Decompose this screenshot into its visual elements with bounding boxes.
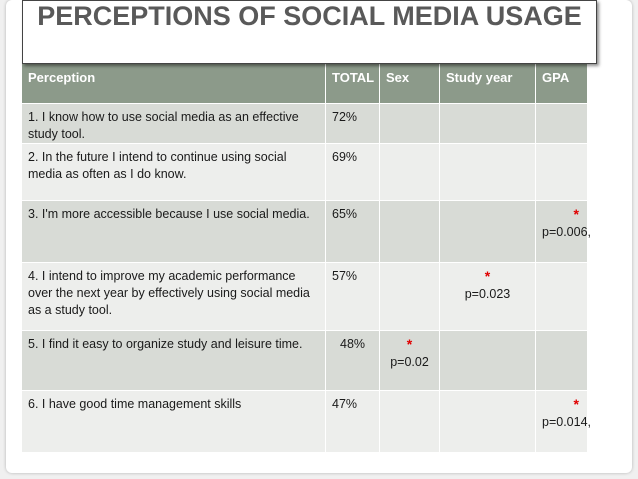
sex-cell: * p=0.02 (379, 330, 440, 391)
total-cell: 47% (325, 390, 380, 453)
perception-cell: 3. I'm more accessible because I use soc… (21, 200, 326, 263)
gpa-cell (535, 262, 588, 331)
study-year-cell (439, 143, 536, 201)
gpa-star: * (573, 396, 579, 412)
perception-cell: 6. I have good time management skills (21, 390, 326, 453)
table-row: 2. In the future I intend to continue us… (21, 143, 588, 201)
perception-cell: 1. I know how to use social media as an … (21, 103, 326, 144)
table-row: 1. I know how to use social media as an … (21, 103, 588, 144)
slide-title: PERCEPTIONS OF SOCIAL MEDIA USAGE (22, 0, 597, 64)
header-sex: Sex (379, 63, 440, 104)
perception-cell: 4. I intend to improve my academic perfo… (21, 262, 326, 331)
sex-cell (379, 262, 440, 331)
perceptions-table: Perception TOTAL Sex Study year GPA 1. I… (21, 63, 592, 453)
study-year-cell (439, 200, 536, 263)
study-year-star: * (484, 268, 491, 284)
table-row: 3. I'm more accessible because I use soc… (21, 200, 592, 263)
gpa-cell (535, 103, 588, 144)
header-total: TOTAL (325, 63, 380, 104)
table-row: 4. I intend to improve my academic perfo… (21, 262, 588, 331)
study-year-p-value: p=0.023 (464, 287, 511, 301)
total-cell: 48% (325, 330, 380, 391)
header-perception: Perception (21, 63, 326, 104)
gpa-p-value: p=0.006, (542, 225, 592, 239)
sex-cell (379, 103, 440, 144)
gpa-cell (535, 143, 588, 201)
gpa-star: * (573, 206, 579, 222)
perception-cell: 5. I find it easy to organize study and … (21, 330, 326, 391)
gpa-cell: * p=0.014, (535, 390, 592, 453)
total-cell: 65% (325, 200, 380, 263)
sex-cell (379, 390, 440, 453)
sex-p-value: p=0.02 (390, 355, 429, 369)
gpa-cell: * p=0.006, (535, 200, 592, 263)
study-year-cell (439, 330, 536, 391)
study-year-cell (439, 390, 536, 453)
header-study-year: Study year (439, 63, 536, 104)
perception-cell: 2. In the future I intend to continue us… (21, 143, 326, 201)
total-cell: 69% (325, 143, 380, 201)
total-cell: 57% (325, 262, 380, 331)
table-header-row: Perception TOTAL Sex Study year GPA (21, 63, 588, 104)
table-row: 6. I have good time management skills 47… (21, 390, 592, 453)
header-total-text: TOTAL (332, 70, 375, 85)
sex-cell (379, 200, 440, 263)
header-gpa: GPA (535, 63, 588, 104)
sex-star: * (406, 336, 413, 352)
gpa-p-value: p=0.014, (542, 415, 592, 429)
study-year-cell: * p=0.023 (439, 262, 536, 331)
sex-cell (379, 143, 440, 201)
table-row: 5. I find it easy to organize study and … (21, 330, 588, 391)
gpa-cell (535, 330, 588, 391)
study-year-cell (439, 103, 536, 144)
slide-title-text: PERCEPTIONS OF SOCIAL MEDIA USAGE (37, 1, 582, 31)
total-cell: 72% (325, 103, 380, 144)
